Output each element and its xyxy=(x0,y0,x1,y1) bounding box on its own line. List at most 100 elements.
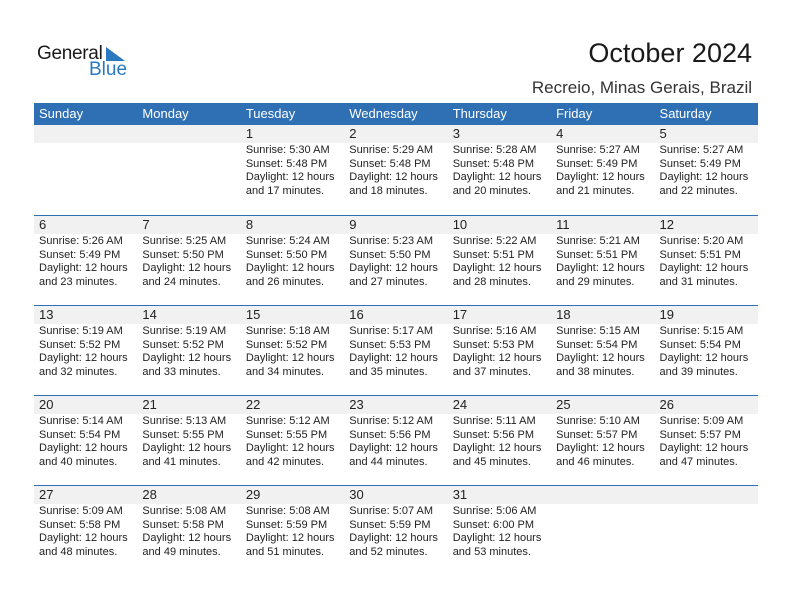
daylight-minutes: and 47 minutes. xyxy=(659,455,738,468)
weekday-friday: Friday xyxy=(556,106,593,121)
daylight: Daylight: 12 hours xyxy=(39,442,128,454)
daylight: Daylight: 12 hours xyxy=(142,262,232,274)
sunset: Sunset: 5:50 PM xyxy=(142,248,224,261)
day-number: 25 xyxy=(556,397,571,412)
day-number: 28 xyxy=(142,487,157,502)
day-cell: 25 Sunrise: 5:10 AM Sunset: 5:57 PM Dayligh… xyxy=(551,396,654,485)
day-number: 20 xyxy=(39,397,54,412)
sunset: Sunset: 5:58 PM xyxy=(39,518,121,531)
sunset: Sunset: 5:53 PM xyxy=(452,338,535,351)
sunset: Sunset: 5:53 PM xyxy=(349,338,431,351)
sunset: Sunset: 5:49 PM xyxy=(659,157,741,170)
daylight-minutes: and 31 minutes. xyxy=(659,275,738,288)
daylight: Daylight: 12 hours xyxy=(452,352,542,364)
logo-text-general: General xyxy=(37,43,103,64)
daylight: Daylight: 12 hours xyxy=(39,352,128,364)
sunrise: Sunrise: 5:19 AM xyxy=(39,325,123,337)
daylight: Daylight: 12 hours xyxy=(556,442,645,454)
weekday-sunday: Sunday xyxy=(39,106,84,121)
daylight: Daylight: 12 hours xyxy=(349,262,438,274)
day-cell: 3 Sunrise: 5:28 AM Sunset: 5:48 PM Daylight… xyxy=(448,125,551,215)
day-cell xyxy=(34,125,137,215)
sunrise: Sunrise: 5:22 AM xyxy=(452,235,537,247)
day-cell: 5 Sunrise: 5:27 AM Sunset: 5:49 PM Daylight… xyxy=(655,125,758,215)
day-cell: 6 Sunrise: 5:26 AM Sunset: 5:49 PM Daylight… xyxy=(34,216,137,305)
weekday-thursday: Thursday xyxy=(452,106,507,121)
sunset: Sunset: 5:55 PM xyxy=(245,428,328,441)
daylight: Daylight: 12 hours xyxy=(142,442,232,454)
day-cell: 28 Sunrise: 5:08 AM Sunset: 5:58 PM Dayligh… xyxy=(137,486,240,575)
day-cell: 13 Sunrise: 5:19 AM Sunset: 5:52 PM Dayligh… xyxy=(34,306,137,395)
sunrise: Sunrise: 5:12 AM xyxy=(349,415,434,427)
day-number: 14 xyxy=(142,307,157,322)
daylight: Daylight: 12 hours xyxy=(659,442,749,454)
day-number: 17 xyxy=(452,307,468,322)
sunset: Sunset: 5:52 PM xyxy=(245,338,328,351)
sunrise: Sunrise: 5:07 AM xyxy=(349,505,434,517)
day-number: 18 xyxy=(556,307,571,322)
weekday-saturday: Saturday xyxy=(659,106,712,121)
week-row: 6 Sunrise: 5:26 AM Sunset: 5:49 PM Daylight… xyxy=(34,215,758,305)
sunset: Sunset: 5:51 PM xyxy=(452,248,535,261)
sunset: Sunset: 5:57 PM xyxy=(556,428,638,441)
day-number: 13 xyxy=(39,307,54,322)
day-number: 9 xyxy=(349,217,357,232)
sunset: Sunset: 5:51 PM xyxy=(659,248,741,261)
weekday-tuesday: Tuesday xyxy=(245,106,296,121)
day-number: 11 xyxy=(556,217,570,232)
daylight-minutes: and 39 minutes. xyxy=(659,365,738,378)
daylight: Daylight: 12 hours xyxy=(349,352,438,364)
daylight: Daylight: 12 hours xyxy=(452,442,542,454)
daylight-minutes: and 26 minutes. xyxy=(245,275,325,288)
sunrise: Sunrise: 5:16 AM xyxy=(452,325,537,337)
day-cell: 21 Sunrise: 5:13 AM Sunset: 5:55 PM Dayligh… xyxy=(137,396,240,485)
sunrise: Sunrise: 5:21 AM xyxy=(556,235,640,247)
daylight-minutes: and 22 minutes. xyxy=(659,184,738,197)
daylight-minutes: and 44 minutes. xyxy=(349,455,428,468)
daylight-minutes: and 53 minutes. xyxy=(452,545,531,558)
day-cell: 22 Sunrise: 5:12 AM Sunset: 5:55 PM Dayligh… xyxy=(241,396,344,485)
week-row: 20 Sunrise: 5:14 AM Sunset: 5:54 PM Dayligh… xyxy=(34,395,758,485)
sunrise: Sunrise: 5:23 AM xyxy=(349,235,434,247)
week-row: 13 Sunrise: 5:19 AM Sunset: 5:52 PM Dayligh… xyxy=(34,305,758,395)
day-number: 23 xyxy=(349,397,364,412)
day-cell: 12 Sunrise: 5:20 AM Sunset: 5:51 PM Dayligh… xyxy=(655,216,758,305)
sunset: Sunset: 5:55 PM xyxy=(142,428,224,441)
page-title: October 2024 xyxy=(588,38,752,68)
sunrise: Sunrise: 5:28 AM xyxy=(452,144,537,156)
sunset: Sunset: 5:51 PM xyxy=(556,248,638,261)
daylight: Daylight: 12 hours xyxy=(245,532,335,544)
daylight: Daylight: 12 hours xyxy=(659,262,749,274)
day-cell: 14 Sunrise: 5:19 AM Sunset: 5:52 PM Dayligh… xyxy=(137,306,240,395)
daylight: Daylight: 12 hours xyxy=(245,352,335,364)
day-number: 22 xyxy=(245,397,261,412)
daylight: Daylight: 12 hours xyxy=(452,532,542,544)
day-cell: 10 Sunrise: 5:22 AM Sunset: 5:51 PM Dayligh… xyxy=(448,216,551,305)
sunrise: Sunrise: 5:08 AM xyxy=(142,505,227,517)
sunrise: Sunrise: 5:18 AM xyxy=(245,325,330,337)
sunrise: Sunrise: 5:11 AM xyxy=(452,415,536,427)
sunrise: Sunrise: 5:13 AM xyxy=(142,415,227,427)
sunset: Sunset: 5:48 PM xyxy=(452,157,535,170)
sunrise: Sunrise: 5:27 AM xyxy=(556,144,640,156)
day-cell xyxy=(551,486,654,575)
day-cell: 27 Sunrise: 5:09 AM Sunset: 5:58 PM Dayligh… xyxy=(34,486,137,575)
sunset: Sunset: 5:58 PM xyxy=(142,518,224,531)
day-number: 26 xyxy=(659,397,674,412)
day-cell: 20 Sunrise: 5:14 AM Sunset: 5:54 PM Dayligh… xyxy=(34,396,137,485)
day-cell: 18 Sunrise: 5:15 AM Sunset: 5:54 PM Dayligh… xyxy=(551,306,654,395)
daylight-minutes: and 20 minutes. xyxy=(452,184,531,197)
sunrise: Sunrise: 5:12 AM xyxy=(245,415,330,427)
daylight-minutes: and 17 minutes. xyxy=(245,184,325,197)
day-number: 16 xyxy=(349,307,364,322)
day-cell: 4 Sunrise: 5:27 AM Sunset: 5:49 PM Daylight… xyxy=(551,125,654,215)
daylight-minutes: and 29 minutes. xyxy=(556,275,635,288)
logo-text-blue: Blue xyxy=(89,59,128,80)
day-cell: 11 Sunrise: 5:21 AM Sunset: 5:51 PM Dayligh… xyxy=(551,216,654,305)
daylight-minutes: and 51 minutes. xyxy=(245,545,325,558)
sunrise: Sunrise: 5:26 AM xyxy=(39,235,123,247)
daylight: Daylight: 12 hours xyxy=(349,171,438,183)
sunrise: Sunrise: 5:20 AM xyxy=(659,235,744,247)
day-cell xyxy=(137,125,240,215)
daylight-minutes: and 34 minutes. xyxy=(245,365,325,378)
